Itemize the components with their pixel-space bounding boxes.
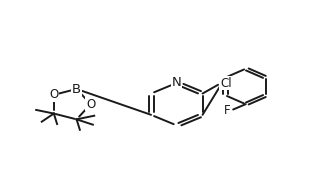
Text: F: F <box>224 104 230 117</box>
Text: O: O <box>49 88 58 101</box>
Text: B: B <box>72 82 81 96</box>
Text: N: N <box>172 76 182 89</box>
Text: Cl: Cl <box>220 77 232 90</box>
Text: O: O <box>86 98 95 111</box>
